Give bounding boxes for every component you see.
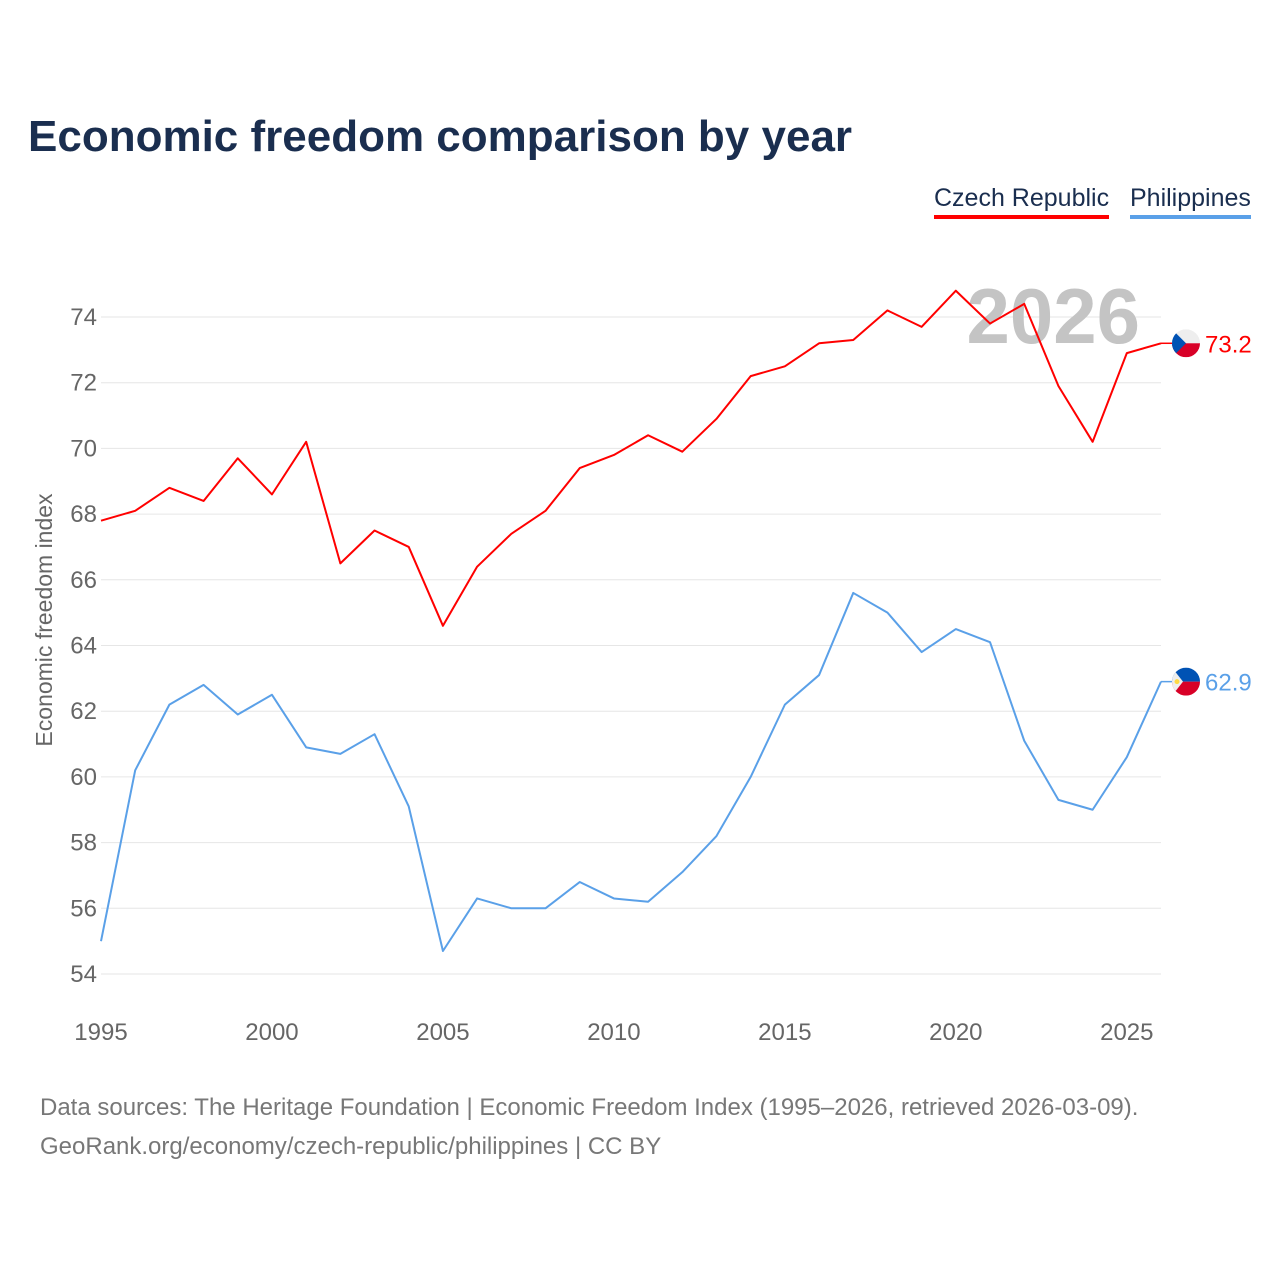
- y-tick-label: 70: [70, 435, 97, 462]
- y-tick-label: 58: [70, 830, 97, 857]
- y-tick-label: 56: [70, 895, 97, 922]
- source-line-1: Data sources: The Heritage Foundation | …: [40, 1094, 1139, 1121]
- y-tick-label: 68: [70, 501, 97, 528]
- x-tick-label: 2025: [1100, 1019, 1153, 1046]
- x-tick-label: 2020: [929, 1019, 982, 1046]
- legend-czech-republic[interactable]: Czech Republic: [934, 184, 1110, 219]
- source-note: Data sources: The Heritage Foundation | …: [40, 1088, 1138, 1166]
- y-axis-label: Economic freedom index: [31, 493, 57, 747]
- y-tick-label: 72: [70, 370, 97, 397]
- x-tick-label: 2005: [416, 1019, 469, 1046]
- y-tick-label: 64: [70, 633, 97, 660]
- y-tick-label: 66: [70, 567, 97, 594]
- philippines-flag-icon: [1172, 667, 1200, 696]
- end-value-label: 62.9: [1205, 670, 1252, 697]
- x-tick-label: 1995: [74, 1019, 127, 1046]
- end-value-label: 73.2: [1205, 331, 1252, 358]
- x-tick-label: 2010: [587, 1019, 640, 1046]
- legend-philippines[interactable]: Philippines: [1130, 184, 1251, 219]
- series-line-cz: [100, 289, 1162, 627]
- y-tick-label: 62: [70, 698, 97, 725]
- chart-title: Economic freedom comparison by year: [28, 112, 853, 161]
- x-tick-label: 2000: [245, 1019, 298, 1046]
- x-tick-label: 2015: [758, 1019, 811, 1046]
- year-watermark: 2026: [966, 272, 1140, 360]
- y-tick-label: 74: [70, 304, 97, 331]
- source-line-2[interactable]: GeoRank.org/economy/czech-republic/phili…: [40, 1133, 662, 1160]
- czech-flag-icon: [1172, 329, 1200, 358]
- y-tick-label: 60: [70, 764, 97, 791]
- series-line-ph: [100, 591, 1162, 953]
- y-tick-label: 54: [70, 961, 97, 988]
